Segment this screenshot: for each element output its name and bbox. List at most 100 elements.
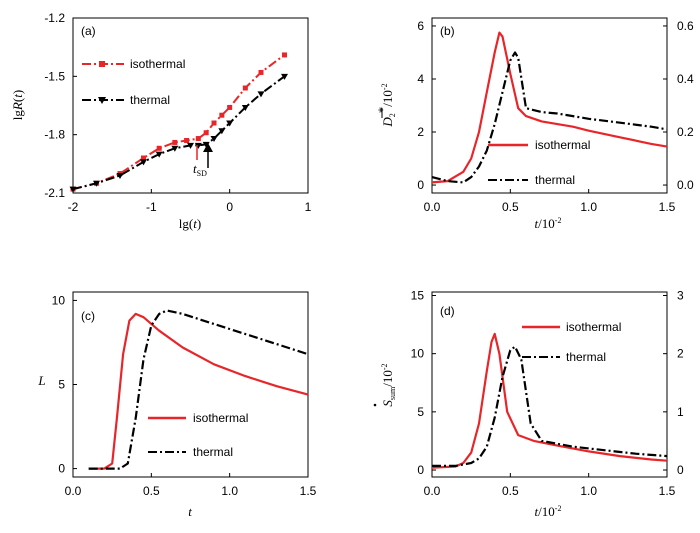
panel-a-tsd-annotation: tSD xyxy=(193,143,213,178)
ytick-label: 5 xyxy=(58,378,65,392)
y2tick-label: 0.4 xyxy=(677,72,694,86)
panel-d-xticks: 0.0 0.5 1.0 1.5 xyxy=(424,473,676,498)
series-thermal-point xyxy=(194,142,202,149)
series-thermal-line xyxy=(431,51,668,184)
ytick-label: 4 xyxy=(417,72,424,86)
series-isothermal-line xyxy=(72,54,286,191)
panel-b-yticks: 0 2 4 6 xyxy=(417,19,436,192)
y2tick-label: 1 xyxy=(677,405,684,419)
panel-d-ylabel-dot xyxy=(373,403,377,407)
xtick-label: 0.5 xyxy=(502,484,519,498)
series-isothermal-line xyxy=(88,312,309,470)
series-isothermal-point xyxy=(184,138,190,143)
panel-c-ylabel: L xyxy=(37,373,45,388)
series-isothermal-point xyxy=(227,104,233,110)
panel-a-frame xyxy=(72,17,309,194)
xtick-label: -2 xyxy=(68,200,79,214)
panel-d: (d) 0.0 0.5 1.0 1.5 0 5 10 15 0 1 2 3 t/10-2 Ssum… xyxy=(373,288,684,519)
xtick-label: 0.0 xyxy=(424,200,441,214)
xtick-label: -1 xyxy=(146,200,157,214)
xtick-label: 1.0 xyxy=(580,200,597,214)
ytick-label: 6 xyxy=(417,19,424,33)
panel-b-ylabel: D2*/10-2 xyxy=(375,83,397,127)
legend-thermal-label: thermal xyxy=(130,93,170,107)
ytick-label: 5 xyxy=(417,405,424,419)
ytick-label: 10 xyxy=(411,347,425,361)
xtick-label: 1.5 xyxy=(659,484,676,498)
legend-isothermal-label: isothermal xyxy=(566,320,621,334)
panel-c: (c) 0.0 0.5 1.0 1.5 0 5 10 t L isothermal the… xyxy=(37,291,317,519)
xtick-label: 0.0 xyxy=(424,484,441,498)
panel-b-label: (b) xyxy=(440,24,455,38)
xtick-label: 1.5 xyxy=(300,484,317,498)
legend-isothermal-marker xyxy=(99,61,105,67)
series-isothermal-point xyxy=(156,145,162,151)
xtick-label: 1 xyxy=(305,200,312,214)
legend-thermal-marker xyxy=(98,97,106,104)
panel-b-y2ticks: 0.0 0.2 0.4 0.6 xyxy=(663,19,694,192)
series-thermal-point xyxy=(241,104,249,111)
panel-b-frame xyxy=(431,17,668,194)
tsd-arrow-head xyxy=(203,143,213,152)
panel-d-y2ticks: 0 1 2 3 xyxy=(663,288,684,477)
panel-c-xticks: 0.0 0.5 1.0 1.5 xyxy=(65,473,317,498)
panel-a-xlabel: lg(t) xyxy=(179,216,201,231)
y2tick-label: 3 xyxy=(677,288,684,302)
ytick-label: 0 xyxy=(417,463,424,477)
ytick-label: -1.5 xyxy=(44,69,65,83)
series-thermal-point xyxy=(155,151,163,158)
series-isothermal-point xyxy=(141,155,146,161)
xtick-label: 0 xyxy=(226,200,233,214)
panel-d-yticks: 0 5 10 15 xyxy=(411,288,436,477)
series-thermal-point xyxy=(171,145,179,152)
panel-a-curves xyxy=(69,52,288,193)
y2tick-label: 0.2 xyxy=(677,125,694,139)
ytick-label: 15 xyxy=(411,288,425,302)
series-thermal-line xyxy=(88,309,309,470)
ytick-label: -2.1 xyxy=(44,186,65,200)
panel-c-curves xyxy=(88,309,309,470)
series-isothermal-point xyxy=(282,52,287,58)
panel-c-legend: isothermal thermal xyxy=(148,411,248,459)
xtick-label: 1.5 xyxy=(659,200,676,214)
series-isothermal-point xyxy=(242,85,248,91)
legend-thermal-label: thermal xyxy=(566,350,606,364)
ytick-label: 10 xyxy=(52,293,66,307)
panel-b: (b) 0.0 0.5 1.0 1.5 0 2 4 6 0.0 0.2 0.4 0.6 t/10-… xyxy=(375,17,694,231)
panel-d-frame xyxy=(431,291,668,478)
xtick-label: 0.0 xyxy=(65,484,82,498)
legend-isothermal-label: isothermal xyxy=(535,138,590,152)
y2tick-label: 0 xyxy=(677,463,684,477)
series-thermal-line xyxy=(432,345,668,467)
series-thermal-point xyxy=(210,136,218,143)
panel-c-yticks: 0 5 10 xyxy=(52,293,77,476)
series-isothermal-line xyxy=(431,332,668,469)
series-thermal-point xyxy=(140,159,147,166)
panel-b-curves xyxy=(431,31,668,184)
series-isothermal-line xyxy=(431,31,668,184)
series-thermal-point xyxy=(281,73,288,80)
panel-d-label: (d) xyxy=(440,304,455,318)
panel-b-xlabel: t/10-2 xyxy=(535,216,562,231)
panel-a-label: (a) xyxy=(81,24,96,38)
xtick-label: 1.0 xyxy=(580,484,597,498)
panel-a: (a) -2 -1 0 1 -2.1 -1.8 -1.5 -1.2 lg(t) lgR(t)… xyxy=(10,11,312,231)
legend-thermal-label: thermal xyxy=(193,445,233,459)
y2tick-label: 0.6 xyxy=(677,19,694,33)
panel-c-label: (c) xyxy=(81,309,95,323)
y2tick-label: 2 xyxy=(677,347,684,361)
panel-d-curves xyxy=(431,332,668,469)
tsd-label: tSD xyxy=(193,161,207,178)
series-thermal-line xyxy=(72,75,286,191)
panel-a-ylabel: lgR(t) xyxy=(10,90,25,120)
panel-a-legend: isothermal thermal xyxy=(82,57,185,107)
panel-d-xlabel: t/10-2 xyxy=(535,504,562,519)
series-isothermal-point xyxy=(258,69,264,75)
legend-isothermal-label: isothermal xyxy=(130,57,185,71)
panel-b-xticks: 0.0 0.5 1.0 1.5 xyxy=(424,189,676,214)
series-isothermal-point xyxy=(211,120,217,126)
series-isothermal-point xyxy=(172,139,178,145)
series-isothermal-point xyxy=(203,130,209,136)
series-thermal-point xyxy=(69,186,77,193)
